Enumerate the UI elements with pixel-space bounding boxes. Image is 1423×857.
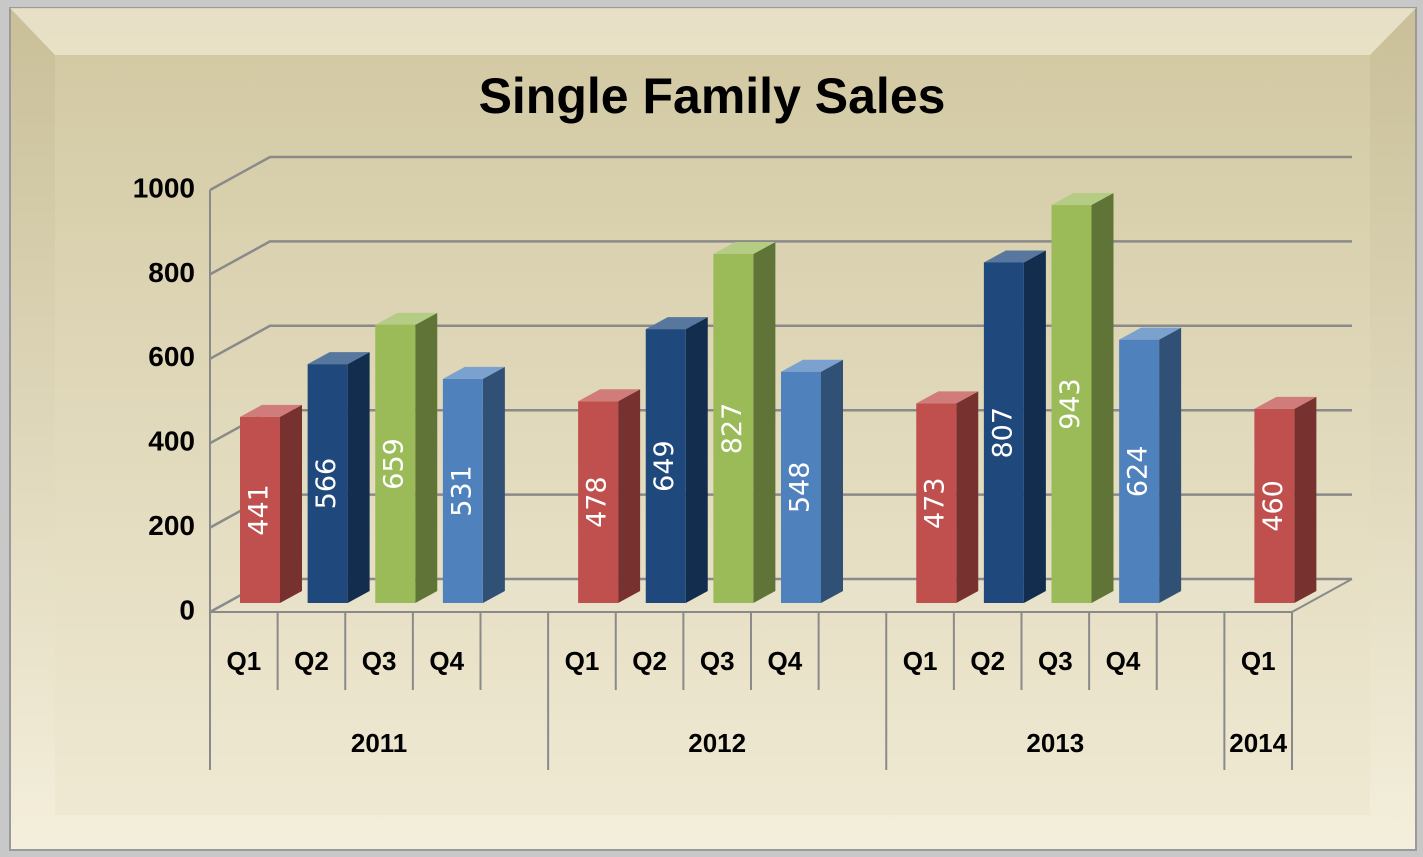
bar-side <box>1294 396 1317 603</box>
x-tick-label: Q3 <box>1038 646 1073 676</box>
frame-bevel <box>10 8 1416 55</box>
grid-line <box>209 240 1352 276</box>
bar-side <box>415 312 438 603</box>
bar-top <box>781 359 843 372</box>
group-label: 2011 <box>351 728 407 758</box>
group-label: 2014 <box>1229 728 1287 758</box>
group-label: 2013 <box>1026 728 1084 758</box>
bar <box>442 378 483 603</box>
bar-side <box>1091 193 1114 603</box>
value-label: 548 <box>785 462 816 514</box>
grid-line <box>209 155 1352 192</box>
bar <box>781 371 821 603</box>
value-label: 659 <box>379 438 410 490</box>
bar-side <box>753 242 776 604</box>
bar-top <box>916 391 979 404</box>
group-label: 2012 <box>688 728 746 758</box>
value-label: 441 <box>244 484 275 536</box>
bar <box>713 254 754 604</box>
x-tick-label: Q1 <box>565 646 600 676</box>
value-label: 943 <box>1055 378 1086 430</box>
bar-side <box>1159 327 1182 603</box>
bar-side <box>685 317 708 603</box>
bar-top <box>1254 396 1317 409</box>
bar-top <box>375 312 438 325</box>
value-label: 624 <box>1123 446 1154 498</box>
value-label: 473 <box>920 477 951 529</box>
value-label: 827 <box>717 403 748 455</box>
x-tick-label: Q1 <box>226 646 261 676</box>
bar-side <box>956 391 979 603</box>
bar-top <box>442 366 505 379</box>
x-tick-label: Q3 <box>700 646 735 676</box>
x-tick-label: Q2 <box>294 646 329 676</box>
bar-top <box>307 352 370 365</box>
bar-side <box>482 366 505 603</box>
bar-top <box>713 242 776 255</box>
bar <box>983 262 1024 603</box>
x-tick-label: Q1 <box>1241 646 1276 676</box>
bar-top <box>983 250 1046 263</box>
y-tick-label: 1000 <box>133 172 195 203</box>
x-tick-label: Q2 <box>970 646 1005 676</box>
value-label: 649 <box>649 440 680 492</box>
bar-side <box>821 359 843 603</box>
y-tick-label: 800 <box>148 257 195 288</box>
floor-edge <box>1291 578 1353 613</box>
bar-top <box>1051 193 1114 206</box>
x-tick-label: Q4 <box>429 646 464 676</box>
plot-area: 0 200 400 600 800 1000 Q1 441 Q2 566 Q3 659 Q4 531 201… <box>133 155 1353 770</box>
bar <box>645 329 686 603</box>
bar-side <box>280 404 302 603</box>
bar <box>240 416 280 603</box>
value-label: 478 <box>582 476 613 528</box>
bar <box>916 403 957 603</box>
bar <box>307 364 348 603</box>
x-tick-label: Q1 <box>903 646 938 676</box>
x-tick-label: Q4 <box>1106 646 1141 676</box>
value-label: 531 <box>446 465 477 517</box>
bar-top <box>240 404 302 417</box>
bar <box>375 324 416 603</box>
bar <box>1051 205 1092 603</box>
bar-top <box>1119 327 1182 340</box>
bar-side <box>618 389 641 603</box>
bar <box>1119 339 1160 603</box>
chart-title: Single Family Sales <box>479 68 946 124</box>
x-tick-label: Q2 <box>632 646 667 676</box>
y-tick-label: 400 <box>148 426 195 457</box>
bar-top <box>645 317 708 330</box>
bar-top <box>578 389 641 402</box>
x-tick-label: Q4 <box>767 646 802 676</box>
value-label: 460 <box>1258 480 1289 532</box>
bar-side <box>347 352 370 603</box>
x-tick-label: Q3 <box>362 646 397 676</box>
bar-side <box>1023 250 1046 604</box>
y-tick-label: 600 <box>148 341 195 372</box>
y-tick-label: 200 <box>148 510 195 541</box>
y-tick-label: 0 <box>179 594 195 625</box>
value-label: 566 <box>311 458 342 510</box>
bar <box>578 401 619 603</box>
bar <box>1254 408 1295 603</box>
value-label: 807 <box>987 407 1018 459</box>
